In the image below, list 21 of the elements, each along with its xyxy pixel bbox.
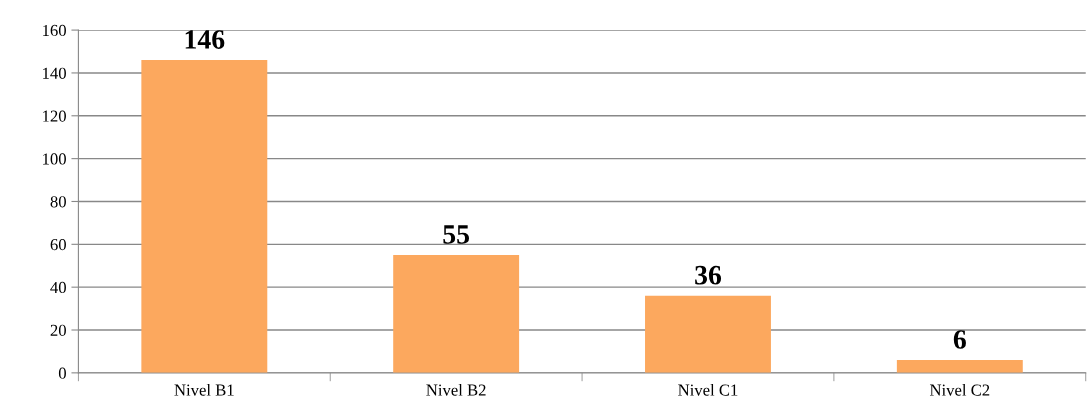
y-tick-label: 100 (43, 153, 66, 165)
x-tick-label: Nivel B2 (426, 383, 486, 396)
y-tick-label: 40 (50, 281, 66, 294)
x-tick-label: Nivel B1 (174, 383, 234, 396)
bar (645, 295, 771, 373)
y-tick-label: 0 (58, 367, 66, 379)
y-tick-label: 80 (50, 196, 66, 208)
y-tick-label: 160 (43, 24, 66, 37)
x-tick-label: Nivel C2 (929, 383, 990, 396)
x-tick-label: Nivel C1 (678, 383, 738, 396)
bar (141, 60, 268, 373)
y-tick-label: 140 (43, 67, 66, 79)
y-tick-label: 120 (43, 110, 66, 122)
data-label: 55 (443, 225, 470, 244)
bar (896, 360, 1023, 373)
bar (393, 255, 520, 373)
y-tick-label: 20 (50, 324, 66, 336)
data-label: 6 (953, 330, 966, 349)
data-label: 146 (185, 30, 225, 49)
y-tick-label: 60 (50, 239, 66, 251)
data-label: 36 (695, 265, 722, 285)
